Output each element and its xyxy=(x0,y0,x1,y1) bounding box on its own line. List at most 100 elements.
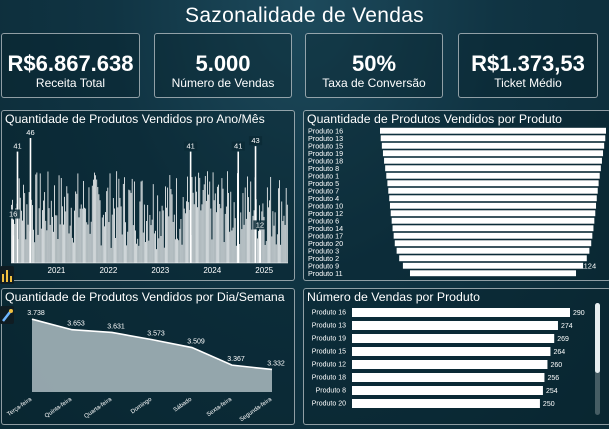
data-label-bg xyxy=(184,141,198,151)
bar xyxy=(352,334,555,343)
scrollbar-track[interactable] xyxy=(595,303,600,415)
bar xyxy=(402,262,584,269)
bar xyxy=(385,165,601,172)
bar xyxy=(279,180,280,263)
x-tick-label: 2024 xyxy=(203,266,221,275)
bar xyxy=(233,202,235,263)
bar xyxy=(59,224,61,263)
panel-vendas-por-produto[interactable]: Número de Vendas por Produto Produto 16 2… xyxy=(303,288,609,425)
bar xyxy=(97,186,99,263)
bar xyxy=(268,207,269,263)
bar xyxy=(69,225,71,263)
bar xyxy=(178,240,180,263)
bar xyxy=(81,208,83,263)
bar xyxy=(130,192,132,263)
panel-title: Quantidade de Produtos Vendidos por Dia/… xyxy=(5,290,285,304)
bar xyxy=(352,386,543,395)
panel-produtos-ano-mes[interactable]: Quantidade de Produtos Vendidos pro Ano/… xyxy=(1,110,295,281)
bar xyxy=(162,210,164,263)
bar xyxy=(218,184,219,263)
bar xyxy=(189,151,192,263)
bar xyxy=(66,186,68,263)
bar xyxy=(251,229,253,263)
data-label: 269 xyxy=(557,336,569,343)
bar xyxy=(243,224,245,263)
bar xyxy=(47,171,49,263)
bar xyxy=(283,215,285,263)
kpi-card-taxa-conversao[interactable]: 50% Taxa de Conversão xyxy=(305,33,443,98)
data-label: 43 xyxy=(251,136,259,145)
x-tick-label: Sábado xyxy=(173,396,194,413)
bar xyxy=(194,176,196,263)
bar xyxy=(393,232,593,239)
bar xyxy=(170,189,172,263)
bar xyxy=(20,210,22,263)
paint-brush-icon[interactable] xyxy=(0,306,14,324)
data-label: 274 xyxy=(561,323,573,330)
category-label: Produto 6 xyxy=(308,217,339,226)
bar xyxy=(54,185,56,263)
bar xyxy=(274,212,276,263)
bar xyxy=(352,360,548,369)
category-label: Produto 8 xyxy=(316,388,346,395)
bar xyxy=(36,172,38,263)
bar xyxy=(65,211,67,263)
bar xyxy=(262,203,264,263)
x-tick-label: Terça-feira xyxy=(6,396,33,418)
scrollbar-thumb[interactable] xyxy=(595,303,600,373)
bar xyxy=(126,245,128,263)
bar xyxy=(191,177,193,263)
bar xyxy=(78,217,80,263)
bar xyxy=(260,223,262,263)
bar xyxy=(140,181,142,263)
bar xyxy=(46,230,48,263)
bar xyxy=(241,229,243,263)
category-label: Produto 17 xyxy=(308,232,343,241)
bar xyxy=(249,211,251,263)
bar xyxy=(159,211,161,263)
data-label: 46 xyxy=(26,128,34,137)
kpi-card-numero-vendas[interactable]: 5.000 Número de Vendas xyxy=(154,33,292,98)
kpi-card-ticket-medio[interactable]: R$1.373,53 Ticket Médio xyxy=(458,33,598,98)
kpi-label: Número de Vendas xyxy=(171,76,275,90)
bar-chart-icon[interactable] xyxy=(0,266,14,284)
bar xyxy=(95,175,97,263)
bar xyxy=(158,238,160,263)
bar xyxy=(269,200,270,263)
panel-produtos-dia-semana[interactable]: Quantidade de Produtos Vendidos por Dia/… xyxy=(1,288,295,425)
bar xyxy=(250,181,252,263)
page-title: Sazonalidade de Vendas xyxy=(185,4,424,27)
kpi-card-receita[interactable]: R$6.867.638 Receita Total xyxy=(1,33,140,98)
bar xyxy=(189,209,191,263)
bar xyxy=(39,173,41,263)
bar xyxy=(61,206,63,263)
bar xyxy=(239,244,241,263)
bar xyxy=(167,187,169,263)
bar xyxy=(139,201,141,263)
category-label: Produto 20 xyxy=(312,401,346,408)
bar xyxy=(352,373,545,382)
bar xyxy=(259,230,261,263)
bar xyxy=(234,218,236,263)
bar xyxy=(32,205,33,263)
bar xyxy=(135,230,136,263)
kpi-value: 5.000 xyxy=(195,51,251,76)
bar xyxy=(244,187,246,263)
x-tick-label: 2022 xyxy=(99,266,117,275)
bar xyxy=(44,192,46,263)
panel-produtos-por-produto[interactable]: Quantidade de Produtos Vendidos por Prod… xyxy=(303,110,609,281)
bar xyxy=(265,241,267,263)
bar xyxy=(50,200,52,263)
bar xyxy=(188,202,190,263)
bar xyxy=(182,197,184,263)
bar xyxy=(187,176,188,263)
bar xyxy=(77,173,79,263)
bar xyxy=(270,176,272,263)
bar xyxy=(222,188,224,263)
category-label: Produto 15 xyxy=(312,349,346,356)
category-label: Produto 1 xyxy=(308,172,339,181)
bar xyxy=(245,218,247,263)
bar xyxy=(29,138,32,263)
bar xyxy=(204,176,206,263)
bar xyxy=(387,180,599,187)
